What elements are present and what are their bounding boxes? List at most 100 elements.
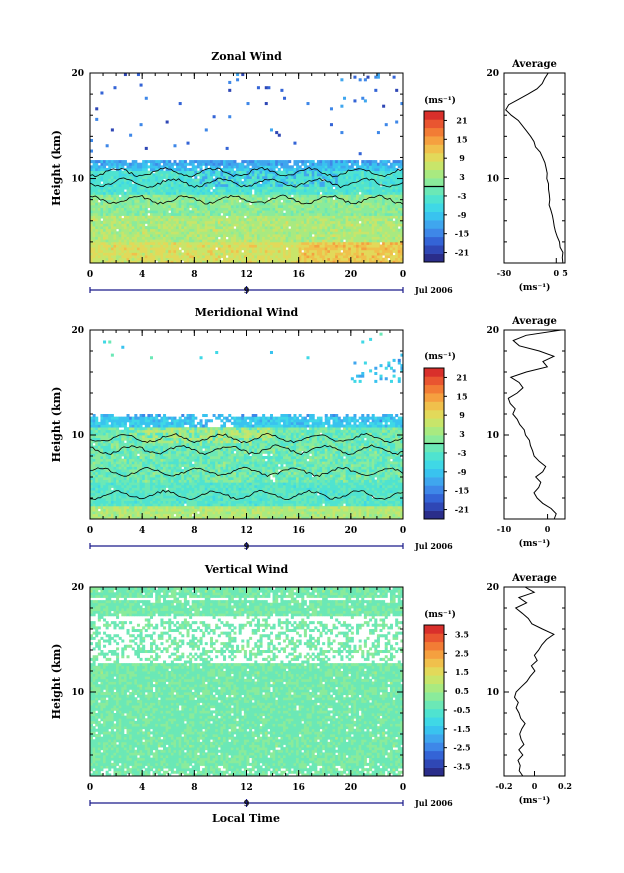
- heatmap-cell: [204, 191, 208, 195]
- heatmap-cell: [241, 241, 245, 245]
- heatmap-cell: [152, 233, 156, 238]
- heatmap-cell: [389, 239, 393, 243]
- heatmap-cell: [363, 165, 367, 169]
- heatmap-cell: [207, 210, 211, 214]
- heatmap-cell: [165, 244, 169, 248]
- heatmap-cell: [264, 257, 268, 261]
- heatmap-cell: [371, 244, 375, 248]
- heatmap-cell: [332, 181, 336, 185]
- heatmap-cell: [306, 189, 310, 193]
- heatmap-cell: [293, 252, 297, 256]
- heatmap-cell: [288, 189, 292, 193]
- heatmap-cell: [103, 175, 107, 179]
- heatmap-cell: [361, 189, 365, 193]
- heatmap-cell: [395, 204, 399, 208]
- heatmap-cell: [319, 165, 323, 169]
- heatmap-cell: [173, 202, 177, 206]
- heatmap-cell: [173, 183, 177, 187]
- heatmap-cell: [131, 168, 135, 172]
- heatmap-cell: [194, 168, 198, 172]
- heatmap-cell: [371, 226, 375, 230]
- heatmap-cell: [285, 202, 289, 206]
- heatmap-cell: [254, 197, 258, 201]
- heatmap-cell: [366, 244, 370, 248]
- heatmap-cell: [269, 236, 273, 240]
- heatmap-cell: [348, 170, 352, 174]
- heatmap-cell: [199, 204, 203, 208]
- heatmap-cell: [176, 231, 180, 235]
- heatmap-cell: [95, 461, 99, 465]
- heatmap-cell: [353, 199, 357, 203]
- heatmap-cell: [230, 199, 234, 203]
- heatmap-cell: [149, 231, 153, 235]
- heatmap-cell: [324, 218, 328, 222]
- heatmap-cell: [277, 255, 281, 259]
- heatmap-cell: [97, 210, 101, 214]
- heatmap-cell: [149, 189, 153, 193]
- heatmap-cell: [262, 181, 266, 185]
- heatmap-cell: [290, 226, 294, 230]
- heatmap-cell: [262, 165, 266, 169]
- heatmap-cell: [376, 162, 380, 166]
- heatmap-cell: [361, 186, 365, 190]
- heatmap-cell: [181, 175, 185, 179]
- heatmap-cell: [348, 168, 352, 172]
- heatmap-cell: [131, 178, 135, 182]
- heatmap-cell: [228, 212, 232, 216]
- heatmap-cell: [223, 181, 227, 185]
- heatmap-cell: [152, 175, 156, 179]
- heatmap-cell: [376, 215, 380, 219]
- heatmap-cell: [262, 202, 266, 206]
- heatmap-cell: [379, 244, 383, 248]
- heatmap-cell: [363, 233, 367, 238]
- heatmap-cell: [121, 189, 125, 193]
- heatmap-cell: [389, 162, 393, 166]
- heatmap-cell: [126, 252, 130, 256]
- heatmap-cell: [131, 191, 135, 195]
- heatmap-cell: [100, 461, 104, 465]
- heatmap-cell: [110, 170, 114, 174]
- heatmap-cell: [322, 228, 326, 232]
- heatmap-cell: [272, 210, 276, 214]
- heatmap-cell: [348, 210, 352, 214]
- heatmap-cell: [285, 168, 289, 172]
- heatmap-cell: [139, 257, 143, 261]
- heatmap-cell: [363, 189, 367, 193]
- heatmap-cell: [165, 239, 169, 243]
- heatmap-cell: [283, 178, 287, 182]
- heatmap-cell: [92, 215, 96, 219]
- heatmap-cell: [207, 199, 211, 203]
- heatmap-cell: [144, 160, 148, 164]
- heatmap-cell: [361, 218, 365, 222]
- heatmap-cell: [379, 189, 383, 193]
- heatmap-cell: [212, 231, 216, 235]
- heatmap-cell: [118, 231, 122, 235]
- heatmap-cell: [337, 249, 341, 253]
- heatmap-cell: [176, 236, 180, 240]
- heatmap-cell: [397, 175, 401, 179]
- heatmap-cell: [251, 204, 255, 208]
- heatmap-cell: [256, 252, 260, 256]
- heatmap-cell: [241, 186, 245, 190]
- heatmap-cell: [142, 257, 146, 261]
- heatmap-cell: [131, 220, 135, 224]
- colorbar-tick-label: 21: [456, 115, 467, 125]
- heatmap-cell: [194, 252, 198, 256]
- heatmap-cell: [217, 239, 221, 243]
- heatmap-cell: [288, 207, 292, 211]
- heatmap-cell: [400, 165, 404, 169]
- heatmap-cell: [186, 186, 190, 190]
- heatmap-cell: [251, 202, 255, 206]
- heatmap-cell: [264, 189, 268, 193]
- heatmap-cell: [152, 189, 156, 193]
- heatmap-cell: [220, 186, 224, 190]
- heatmap-cell: [366, 252, 370, 256]
- heatmap-cell: [131, 236, 135, 240]
- heatmap-cell: [152, 236, 156, 240]
- heatmap-cell: [225, 199, 229, 203]
- heatmap-cell: [95, 212, 99, 216]
- heatmap-cell: [95, 424, 99, 428]
- average-x-tick-label: 5: [562, 268, 568, 278]
- heatmap-cell: [316, 257, 320, 261]
- heatmap-cell: [379, 215, 383, 219]
